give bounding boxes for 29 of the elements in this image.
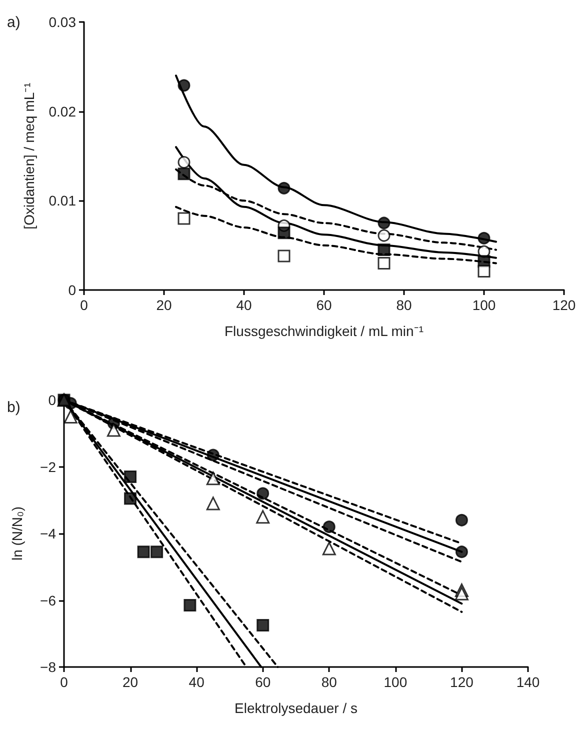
y-tick-label: −4 bbox=[40, 526, 56, 542]
x-tick-label: 100 bbox=[384, 674, 408, 690]
y-tick-label: 0 bbox=[48, 392, 56, 408]
x-axis-title: Flussgeschwindigkeit / mL min⁻¹ bbox=[224, 323, 424, 339]
x-tick-label: 80 bbox=[396, 297, 412, 313]
x-tick-label: 40 bbox=[236, 297, 252, 313]
x-tick-label: 40 bbox=[188, 674, 205, 690]
x-tick-label: 120 bbox=[450, 674, 474, 690]
y-axis-title: ln (N/N₀) bbox=[9, 506, 25, 561]
y-tick-label: −6 bbox=[40, 592, 56, 608]
x-axis-title: Elektrolysedauer / s bbox=[234, 700, 358, 716]
x-tick-label: 60 bbox=[316, 297, 332, 313]
x-tick-label: 0 bbox=[80, 297, 88, 313]
y-tick-label: −8 bbox=[40, 659, 56, 675]
x-tick-label: 80 bbox=[321, 674, 338, 690]
x-tick-label: 20 bbox=[156, 297, 172, 313]
y-axis-title: [Oxidantien] / meq mL⁻¹ bbox=[21, 82, 37, 230]
x-tick-label: 120 bbox=[552, 297, 576, 313]
y-tick-label: 0.01 bbox=[48, 192, 76, 209]
chart-title: a) bbox=[7, 14, 20, 31]
y-tick-label: 0 bbox=[68, 282, 76, 298]
y-tick-label: 0.02 bbox=[48, 103, 76, 120]
y-tick-label: 0.03 bbox=[48, 14, 76, 30]
x-tick-label: 140 bbox=[516, 674, 540, 690]
x-tick-label: 60 bbox=[255, 674, 271, 690]
x-tick-label: 20 bbox=[122, 674, 138, 690]
x-tick-label: 100 bbox=[472, 297, 496, 313]
chart-title: b) bbox=[7, 399, 20, 416]
y-tick-label: −2 bbox=[40, 458, 56, 475]
